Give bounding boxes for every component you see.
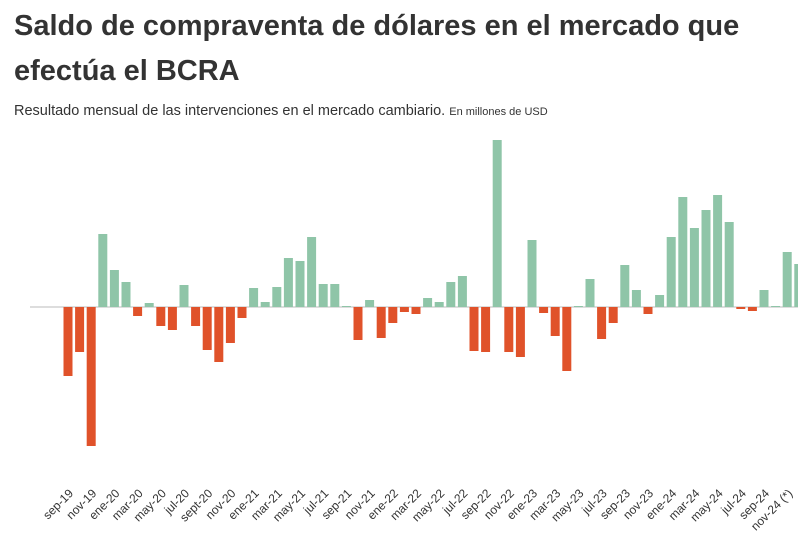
bar [388, 307, 398, 323]
subtitle-row: Resultado mensual de las intervenciones … [14, 103, 548, 119]
bar [747, 307, 757, 311]
bar [341, 306, 351, 307]
bar [678, 197, 688, 307]
bar [399, 307, 409, 312]
bar [191, 307, 201, 326]
chart-title: Saldo de compraventa de dólares en el me… [14, 10, 740, 87]
bar [307, 237, 317, 307]
bar [701, 210, 711, 307]
bar [214, 307, 224, 362]
bar [608, 307, 618, 323]
bar [469, 307, 479, 351]
bar [446, 282, 456, 307]
bar [283, 258, 293, 307]
bar [121, 282, 131, 307]
bar [492, 140, 502, 307]
bar [643, 307, 653, 314]
bar [597, 307, 607, 339]
bar [202, 307, 212, 350]
bar [631, 290, 641, 307]
bar [98, 234, 108, 307]
bar [167, 307, 177, 330]
bar [133, 307, 143, 316]
bar [620, 265, 630, 307]
bar [109, 270, 119, 307]
bar [689, 228, 699, 307]
bar [318, 284, 328, 307]
bar [156, 307, 166, 326]
bar [724, 222, 734, 307]
bar [225, 307, 235, 343]
bar [666, 237, 676, 307]
bar [457, 276, 467, 307]
bar [260, 302, 270, 307]
bar [272, 287, 282, 307]
bar [86, 307, 96, 446]
unit-note: En millones de USD [449, 106, 548, 118]
bar [376, 307, 386, 338]
bar [550, 307, 560, 336]
bar [794, 264, 798, 307]
bar [515, 307, 525, 357]
bar [771, 306, 781, 307]
bar [179, 285, 189, 307]
bar [504, 307, 514, 352]
subtitle: Resultado mensual de las intervenciones … [14, 103, 446, 119]
bar [562, 307, 572, 371]
bar [365, 300, 375, 307]
bar [655, 295, 665, 307]
bar [585, 279, 595, 307]
bar [782, 252, 792, 307]
bar [527, 240, 537, 307]
bar [295, 261, 305, 307]
bar [713, 195, 723, 307]
bar [481, 307, 491, 352]
bar [759, 290, 769, 307]
bar [573, 306, 583, 307]
bar [330, 284, 340, 307]
bar [249, 288, 259, 307]
bar [434, 302, 444, 307]
bar [353, 307, 363, 340]
bar [411, 307, 421, 314]
bar [63, 307, 73, 376]
bar [539, 307, 549, 313]
bar [736, 307, 746, 309]
bar [237, 307, 247, 318]
bar [423, 298, 433, 307]
bar [144, 303, 154, 307]
bar [75, 307, 85, 352]
